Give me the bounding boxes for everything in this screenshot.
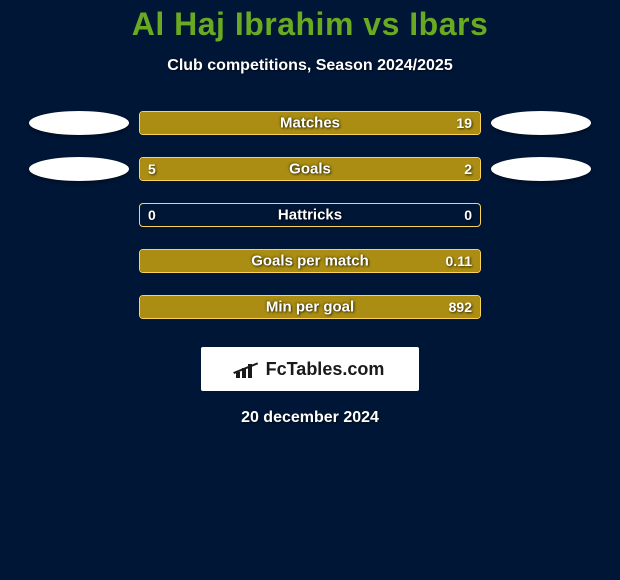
page-title: Al Haj Ibrahim vs Ibars: [0, 6, 620, 43]
right-side: [481, 295, 601, 319]
stat-bar: 0.11 Goals per match: [139, 249, 481, 273]
right-side: [481, 203, 601, 227]
stat-label: Matches: [280, 115, 340, 132]
player-marker-left: [29, 157, 129, 181]
player-marker-right: [491, 157, 591, 181]
stat-rows: 19 Matches 5 2 Goals 0 0 Hattricks 0.11 Goals per…: [0, 111, 620, 319]
stat-bar: 0 0 Hattricks: [139, 203, 481, 227]
stat-label: Min per goal: [266, 299, 354, 316]
stat-row: 0 0 Hattricks: [0, 203, 620, 227]
comparison-chart: Al Haj Ibrahim vs Ibars Club competition…: [0, 0, 620, 580]
stat-row: 892 Min per goal: [0, 295, 620, 319]
stat-row: 0.11 Goals per match: [0, 249, 620, 273]
bar-fill-left: [140, 158, 371, 180]
stat-value-right: 19: [456, 115, 472, 131]
left-side: [19, 249, 139, 273]
stat-bar: 892 Min per goal: [139, 295, 481, 319]
right-side: [481, 111, 601, 135]
player-marker-left: [29, 111, 129, 135]
date-label: 20 december 2024: [0, 409, 620, 427]
stat-value-right: 0: [464, 207, 472, 223]
stat-value-right: 0.11: [446, 253, 472, 269]
stat-value-left: 5: [148, 161, 156, 177]
stat-label: Hattricks: [278, 207, 342, 224]
stat-row: 5 2 Goals: [0, 157, 620, 181]
chart-icon: [236, 360, 260, 378]
stat-row: 19 Matches: [0, 111, 620, 135]
stat-bar: 19 Matches: [139, 111, 481, 135]
page-subtitle: Club competitions, Season 2024/2025: [0, 57, 620, 75]
stat-label: Goals: [289, 161, 331, 178]
stat-label: Goals per match: [251, 253, 369, 270]
stat-value-left: 0: [148, 207, 156, 223]
right-side: [481, 249, 601, 273]
right-side: [481, 157, 601, 181]
left-side: [19, 203, 139, 227]
left-side: [19, 111, 139, 135]
badge-text: FcTables.com: [266, 359, 385, 380]
left-side: [19, 295, 139, 319]
stat-value-right: 892: [449, 299, 472, 315]
fctables-badge[interactable]: FcTables.com: [201, 347, 419, 391]
player-marker-right: [491, 111, 591, 135]
stat-value-right: 2: [464, 161, 472, 177]
stat-bar: 5 2 Goals: [139, 157, 481, 181]
left-side: [19, 157, 139, 181]
